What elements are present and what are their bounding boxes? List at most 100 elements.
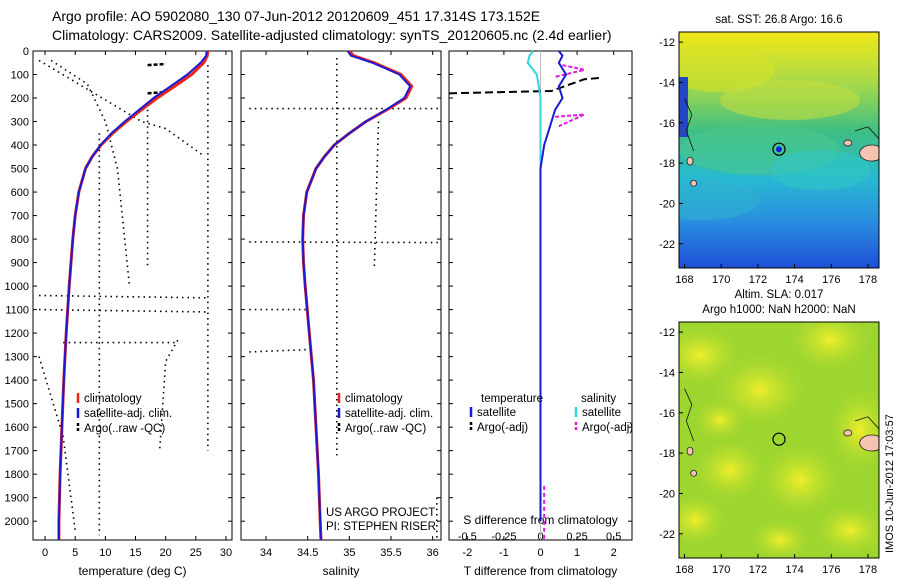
temperature-x-tick-label: 5 (72, 547, 78, 559)
profile-location-marker (772, 432, 786, 446)
island-shape (843, 429, 853, 437)
island-shape (690, 469, 698, 477)
sla-patch (790, 322, 870, 370)
coastline (855, 416, 879, 430)
sla-map-frame (678, 321, 880, 559)
sla-patch (830, 390, 879, 470)
salinity-x-tick-label: 35.5 (380, 547, 401, 559)
lon-tick-label: 176 (822, 274, 840, 286)
temperature-x-tick-label: 15 (129, 547, 141, 559)
legend-label: Argo(-adj) (477, 422, 528, 434)
sla-patch (760, 445, 840, 515)
s-difference-tick-label: -0.5 (458, 531, 477, 543)
sla-patch (679, 495, 725, 545)
lon-tick-label: 176 (822, 564, 840, 576)
lon-tick-label: 178 (859, 564, 877, 576)
temperature-frame (32, 50, 233, 541)
temperature-x-tick-label: 10 (99, 547, 111, 559)
lat-tick-label: -16 (659, 408, 675, 420)
lat-tick-label: -18 (659, 158, 675, 170)
temperature-x-tick-label: 30 (220, 547, 232, 559)
legend-label: climatology (84, 393, 142, 405)
salinity-frame (240, 50, 442, 541)
salinity-x-tick-label: 34 (260, 547, 272, 559)
sst-patch (679, 180, 760, 220)
sla-map: 168 170 172 174 176 178 -12 -14 -16 -18 -20 -22 Alti… (659, 289, 880, 576)
temperature-x-tick-label: 20 (160, 547, 172, 559)
s-difference-tick-label: 0.25 (566, 531, 587, 543)
lat-tick-label: -20 (659, 488, 675, 500)
depth-tick-label: 0 (23, 46, 29, 58)
coastline (684, 98, 695, 152)
depth-tick-label: 700 (11, 211, 29, 223)
difference-x-tick-label: -1 (499, 547, 509, 559)
depth-tick-label: 300 (11, 117, 29, 129)
temperature-x-tick-label: 0 (42, 547, 48, 559)
lon-tick-label: 172 (749, 274, 767, 286)
s-difference-tick-label: 0.5 (606, 531, 621, 543)
legend-label: Argo(-adj) (582, 422, 633, 434)
lat-tick-label: -14 (659, 367, 675, 379)
lon-tick-label: 178 (859, 274, 877, 286)
island-shape (690, 179, 698, 187)
sst-patch (679, 48, 775, 92)
sst-map: 168 170 172 174 176 178 -12 -14 -16 -18 -20 -22 sat.… (659, 14, 880, 286)
lat-tick-label: -12 (659, 37, 675, 49)
depth-tick-label: 1400 (5, 375, 29, 387)
sla-patch (815, 505, 879, 555)
lat-tick-label: -12 (659, 327, 675, 339)
sst-map-frame (678, 31, 880, 269)
depth-tick-label: 1800 (5, 469, 29, 481)
depth-tick-label: 400 (11, 140, 29, 152)
temperature-envelope (38, 356, 77, 531)
salinity-x-tick-label: 36 (427, 547, 439, 559)
lat-tick-label: -16 (659, 118, 675, 130)
island-shape (686, 446, 694, 456)
sla-patch (695, 440, 765, 500)
legend-label: Argo(..raw -QC) (84, 423, 165, 435)
profile-location-dot (776, 146, 782, 153)
legend-label: satellite-adj. clim. (84, 408, 172, 420)
lat-tick-label: -22 (659, 529, 675, 541)
profile-title: Argo profile: AO 5902080_130 07-Jun-2012… (52, 8, 541, 24)
sla-patch (750, 520, 810, 558)
salinity-envelope (249, 348, 308, 353)
salinity-envelope (249, 241, 442, 244)
s-satellite-line (526, 50, 542, 522)
lon-tick-label: 174 (785, 564, 803, 576)
depth-tick-label: 1900 (5, 493, 29, 505)
temperature-x-tick-label: 25 (190, 547, 202, 559)
legend-title-salinity: salinity (581, 393, 616, 405)
sla-patch (695, 400, 745, 440)
coastline (855, 126, 879, 140)
depth-tick-label: 1600 (5, 422, 29, 434)
lat-tick-label: -22 (659, 239, 675, 251)
depth-tick-label: 900 (11, 258, 29, 270)
temperature-climatology-line (57, 50, 210, 540)
lon-tick-label: 174 (785, 274, 803, 286)
difference-x-tick-label: 0 (537, 547, 543, 559)
temperature-envelope (39, 294, 208, 299)
legend-label: satellite-adj. clim. (345, 408, 433, 420)
legend-label: satellite (477, 407, 516, 419)
s-difference-tick-label: -0.25 (491, 531, 516, 543)
island-shape (859, 144, 879, 162)
depth-tick-label: 500 (11, 164, 29, 176)
difference-x-tick-label: 1 (574, 547, 580, 559)
lon-tick-label: 170 (712, 564, 730, 576)
sla-map-subtitle: Argo h1000: NaN h2000: NaN (702, 304, 855, 316)
island-shape (859, 434, 879, 452)
salinity-envelope (373, 121, 380, 268)
sst-map-title: sat. SST: 26.8 Argo: 16.6 (715, 14, 842, 26)
pi-note: PI: STEPHEN RISER (326, 521, 436, 533)
sla-map-title: Altim. SLA: 0.017 (735, 289, 824, 301)
lon-tick-label: 168 (675, 274, 693, 286)
depth-tick-label: 1000 (5, 281, 29, 293)
depth-tick-label: 600 (11, 187, 29, 199)
legend-label: climatology (345, 393, 403, 405)
profile-location-marker (772, 142, 786, 156)
difference-x-tick-label: 2 (611, 547, 617, 559)
depth-tick-label: 1200 (5, 328, 29, 340)
